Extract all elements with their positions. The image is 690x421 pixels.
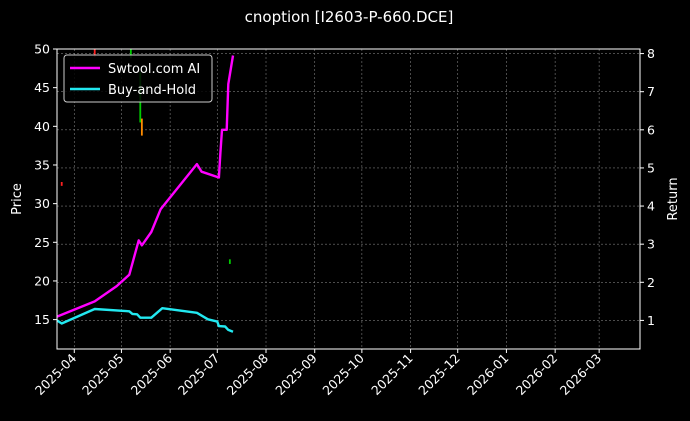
- x-tick-label: 2025-12: [415, 351, 463, 399]
- y2-tick-label: 3: [647, 237, 655, 252]
- y-axis-label: Price: [10, 183, 25, 215]
- x-tick-label: 2025-04: [32, 350, 80, 398]
- legend-box: [63, 54, 213, 103]
- legend-label-swtool: Swtool.com AI: [108, 62, 200, 77]
- y2-tick-label: 1: [647, 313, 655, 328]
- y2-tick-label: 5: [647, 160, 655, 175]
- series-line-0: [56, 55, 235, 318]
- series-layer: [56, 55, 235, 333]
- x-tick-label: 2026-01: [464, 351, 512, 399]
- y-tick-label: 50: [34, 42, 50, 57]
- y-tick-label: 45: [34, 80, 50, 95]
- x-tick-label: 2025-10: [319, 350, 367, 398]
- x-tick-label: 2025-07: [175, 351, 223, 399]
- x-tick-label: 2026-02: [513, 351, 561, 399]
- y-tick-label: 40: [34, 119, 50, 134]
- x-tick-label: 2025-09: [272, 350, 320, 398]
- x-tick-label: 2026-03: [557, 351, 605, 399]
- y-tick-label: 15: [34, 312, 50, 327]
- legend: Swtool.com AI Buy-and-Hold: [63, 54, 213, 103]
- y2-tick-label: 2: [647, 275, 655, 290]
- y2-tick-label: 8: [647, 46, 655, 61]
- series-line-1: [56, 307, 234, 333]
- y-tick-label: 25: [34, 235, 50, 250]
- legend-label-buy-and-hold: Buy-and-Hold: [108, 83, 196, 98]
- x-tick-label: 2025-11: [368, 351, 416, 399]
- chart-title: cnoption [I2603-P-660.DCE]: [245, 8, 454, 26]
- y-tick-label: 35: [34, 157, 50, 172]
- y2-tick-label: 7: [647, 84, 655, 99]
- y2-tick-label: 6: [647, 122, 655, 137]
- y2-axis-label: Return: [666, 177, 681, 220]
- x-tick-label: 2025-08: [224, 350, 272, 398]
- x-tick-label: 2025-05: [79, 351, 127, 399]
- x-tick-label: 2025-06: [128, 350, 176, 398]
- y2-tick-label: 4: [647, 199, 655, 214]
- y-tick-label: 30: [34, 196, 50, 211]
- y-tick-label: 20: [34, 273, 50, 288]
- plot-frame: [56, 48, 641, 350]
